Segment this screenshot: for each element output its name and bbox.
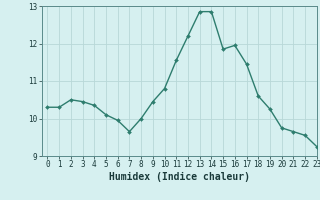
X-axis label: Humidex (Indice chaleur): Humidex (Indice chaleur) [109, 172, 250, 182]
